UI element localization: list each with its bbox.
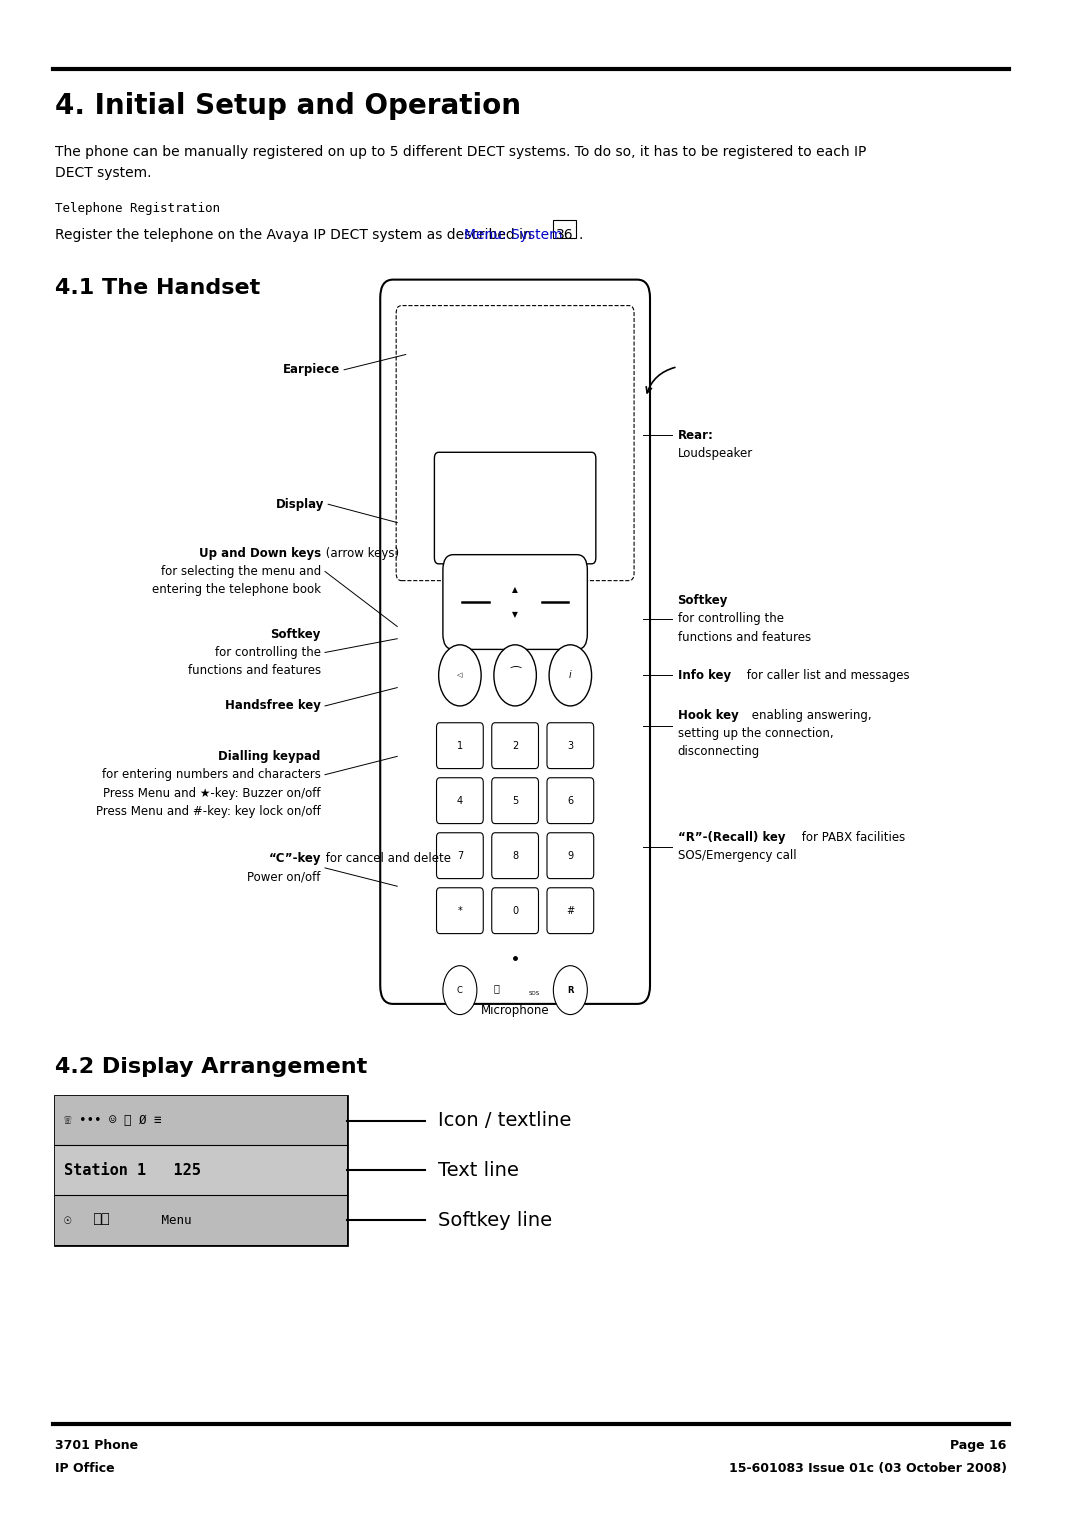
Text: 36: 36 <box>556 228 573 241</box>
Text: 1: 1 <box>457 741 463 750</box>
Text: Up and Down keys: Up and Down keys <box>199 547 321 559</box>
FancyBboxPatch shape <box>546 833 594 879</box>
Text: ☏ ••• ☺ ⓘ Ø ≡: ☏ ••• ☺ ⓘ Ø ≡ <box>64 1114 161 1128</box>
Text: for controlling the: for controlling the <box>677 613 784 625</box>
Text: 4.1 The Handset: 4.1 The Handset <box>55 278 260 298</box>
Circle shape <box>443 966 477 1015</box>
Text: Dialling keypad: Dialling keypad <box>218 750 321 762</box>
Text: entering the telephone book: entering the telephone book <box>152 584 321 596</box>
Text: 4. Initial Setup and Operation: 4. Initial Setup and Operation <box>55 92 522 119</box>
Text: “C”-key: “C”-key <box>268 853 321 865</box>
Text: Microphone: Microphone <box>481 1004 550 1018</box>
Text: Power on/off: Power on/off <box>247 871 321 883</box>
Text: Station 1   125: Station 1 125 <box>64 1163 201 1178</box>
Text: ⁀: ⁀ <box>510 669 521 681</box>
FancyBboxPatch shape <box>546 888 594 934</box>
Text: ☉   ⎕⎕       Menu: ☉ ⎕⎕ Menu <box>64 1213 191 1227</box>
FancyBboxPatch shape <box>436 778 483 824</box>
Text: Page 16: Page 16 <box>950 1439 1007 1453</box>
Text: IP Office: IP Office <box>55 1462 114 1476</box>
Text: Softkey: Softkey <box>270 628 321 640</box>
Text: for PABX facilities: for PABX facilities <box>798 831 905 843</box>
Text: The phone can be manually registered on up to 5 different DECT systems. To do so: The phone can be manually registered on … <box>55 145 866 180</box>
Text: 5: 5 <box>512 796 518 805</box>
Text: Display: Display <box>275 498 324 510</box>
Bar <box>55 1146 348 1195</box>
Text: ▼: ▼ <box>512 610 518 619</box>
Text: 9: 9 <box>567 851 573 860</box>
Text: Icon / textline: Icon / textline <box>437 1111 571 1131</box>
Text: Press Menu and ★-key: Buzzer on/off: Press Menu and ★-key: Buzzer on/off <box>104 787 321 799</box>
FancyBboxPatch shape <box>491 888 539 934</box>
Text: 4: 4 <box>457 796 463 805</box>
Bar <box>553 220 576 237</box>
FancyBboxPatch shape <box>434 452 596 564</box>
Text: Loudspeaker: Loudspeaker <box>677 448 753 460</box>
Text: Press Menu and #-key: key lock on/off: Press Menu and #-key: key lock on/off <box>96 805 321 817</box>
Text: #: # <box>566 906 575 915</box>
Text: C: C <box>457 986 463 995</box>
Text: i: i <box>569 671 571 680</box>
FancyBboxPatch shape <box>436 888 483 934</box>
Text: SOS: SOS <box>528 990 540 996</box>
Text: SOS/Emergency call: SOS/Emergency call <box>677 850 796 862</box>
Text: 8: 8 <box>512 851 518 860</box>
Text: enabling answering,: enabling answering, <box>747 709 872 721</box>
Circle shape <box>438 645 481 706</box>
Text: ▲: ▲ <box>512 585 518 594</box>
Circle shape <box>494 645 537 706</box>
FancyBboxPatch shape <box>546 778 594 824</box>
Text: 3: 3 <box>567 741 573 750</box>
FancyBboxPatch shape <box>546 723 594 769</box>
Text: functions and features: functions and features <box>188 665 321 677</box>
FancyBboxPatch shape <box>380 280 650 1004</box>
Text: 0: 0 <box>512 906 518 915</box>
Text: Earpiece: Earpiece <box>283 364 340 376</box>
Ellipse shape <box>487 333 543 379</box>
FancyBboxPatch shape <box>491 778 539 824</box>
Text: Softkey line: Softkey line <box>437 1210 552 1230</box>
Text: Telephone Registration: Telephone Registration <box>55 202 220 215</box>
FancyBboxPatch shape <box>443 555 588 649</box>
Text: Register the telephone on the Avaya IP DECT system as described in: Register the telephone on the Avaya IP D… <box>55 228 537 241</box>
Text: (arrow keys): (arrow keys) <box>322 547 399 559</box>
Text: “R”-(Recall) key: “R”-(Recall) key <box>677 831 785 843</box>
Text: for cancel and delete: for cancel and delete <box>322 853 450 865</box>
Text: 7: 7 <box>457 851 463 860</box>
Text: 6: 6 <box>567 796 573 805</box>
FancyBboxPatch shape <box>491 723 539 769</box>
Text: Rear:: Rear: <box>677 429 714 442</box>
Text: functions and features: functions and features <box>677 631 811 643</box>
Text: ⏻: ⏻ <box>494 984 499 993</box>
Bar <box>55 1096 348 1245</box>
Text: for caller list and messages: for caller list and messages <box>743 669 910 681</box>
Text: Hook key: Hook key <box>677 709 739 721</box>
Text: for selecting the menu and: for selecting the menu and <box>161 565 321 578</box>
Text: R: R <box>567 986 573 995</box>
Text: for controlling the: for controlling the <box>215 646 321 659</box>
Text: ◁: ◁ <box>457 672 462 678</box>
Text: 3701 Phone: 3701 Phone <box>55 1439 138 1453</box>
FancyBboxPatch shape <box>491 833 539 879</box>
Circle shape <box>549 645 592 706</box>
Text: Text line: Text line <box>437 1161 518 1180</box>
FancyBboxPatch shape <box>436 723 483 769</box>
Text: disconnecting: disconnecting <box>677 746 760 758</box>
Text: Handsfree key: Handsfree key <box>225 700 321 712</box>
Bar <box>55 1096 348 1146</box>
Text: Menu: System: Menu: System <box>464 228 563 241</box>
Text: Info key: Info key <box>677 669 731 681</box>
Text: for entering numbers and characters: for entering numbers and characters <box>102 769 321 781</box>
Bar <box>55 1195 348 1245</box>
FancyBboxPatch shape <box>436 833 483 879</box>
Text: *: * <box>458 906 462 915</box>
Text: .: . <box>578 228 582 241</box>
FancyBboxPatch shape <box>396 306 634 581</box>
Text: setting up the connection,: setting up the connection, <box>677 727 834 740</box>
Text: 4.2 Display Arrangement: 4.2 Display Arrangement <box>55 1057 367 1077</box>
Text: 2: 2 <box>512 741 518 750</box>
Text: 15-601083 Issue 01c (03 October 2008): 15-601083 Issue 01c (03 October 2008) <box>729 1462 1007 1476</box>
Circle shape <box>553 966 588 1015</box>
Text: Softkey: Softkey <box>677 594 728 607</box>
